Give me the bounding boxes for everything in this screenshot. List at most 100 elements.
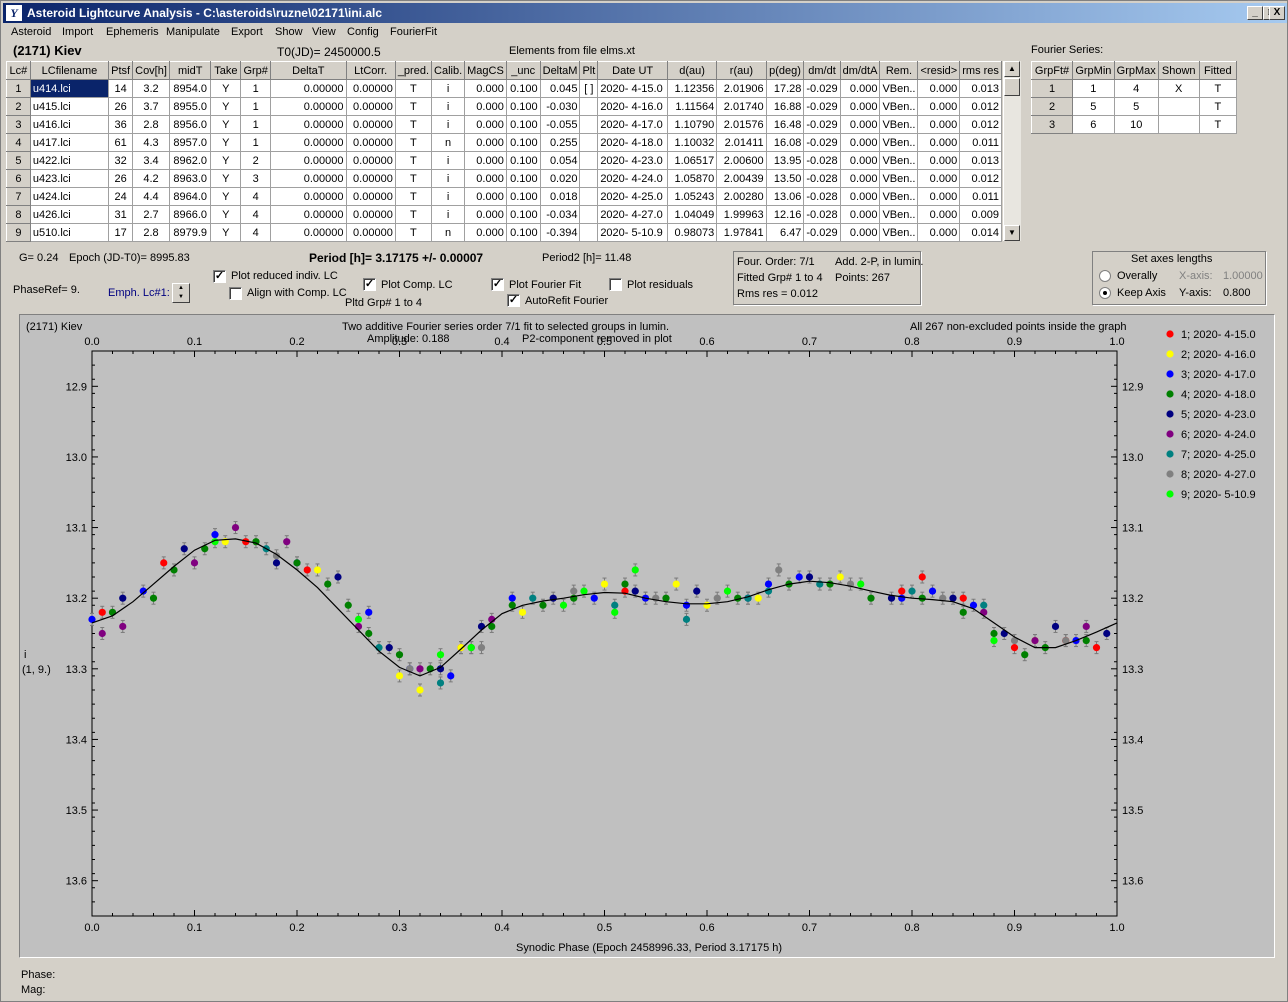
lc-cell[interactable]: -0.029 <box>803 97 841 116</box>
lc-cell[interactable]: i <box>431 79 466 98</box>
lc-cell[interactable]: T <box>394 133 433 152</box>
lc-cell[interactable]: 8962.0 <box>168 151 212 170</box>
lc-cell[interactable]: 36 <box>108 115 134 134</box>
scroll-up-arrow[interactable]: ▲ <box>1004 61 1020 77</box>
lc-cell[interactable]: 0.100 <box>505 151 541 170</box>
menu-show[interactable]: Show <box>275 26 303 38</box>
menu-fourierfit[interactable]: FourierFit <box>390 26 438 38</box>
lc-cell[interactable]: 2.01740 <box>716 97 767 116</box>
lc-cell[interactable]: 16.48 <box>765 115 805 134</box>
fourier-col-header[interactable]: Shown <box>1157 61 1200 80</box>
fourier-col-header[interactable]: Fitted <box>1198 61 1238 80</box>
row-number[interactable]: 9 <box>6 223 31 242</box>
lc-cell[interactable]: VBen.. <box>879 115 919 134</box>
lc-cell[interactable]: 1.06517 <box>666 151 718 170</box>
lc-cell[interactable]: 31 <box>108 205 134 224</box>
lc-cell[interactable]: 0.000 <box>839 187 881 206</box>
lc-cell[interactable]: 8954.0 <box>168 79 212 98</box>
lc-cell[interactable]: 1.10032 <box>666 133 718 152</box>
lc-cell[interactable] <box>579 223 599 242</box>
lc-cell[interactable]: VBen.. <box>879 223 919 242</box>
lc-cell[interactable]: 32 <box>108 151 134 170</box>
lc-cell[interactable]: 6.47 <box>765 223 805 242</box>
lc-cell[interactable]: i <box>431 205 466 224</box>
lc-cell[interactable] <box>579 187 599 206</box>
fourier-col-header[interactable]: GrpMax <box>1113 61 1159 80</box>
lc-cell[interactable]: 0.009 <box>959 205 1002 224</box>
lc-cell[interactable]: T <box>394 205 433 224</box>
lc-cell[interactable]: i <box>431 169 466 188</box>
row-number[interactable]: 3 <box>6 115 31 134</box>
row-number[interactable]: 7 <box>6 187 31 206</box>
lc-cell[interactable]: T <box>394 97 433 116</box>
lc-cell[interactable]: 1.04049 <box>666 205 718 224</box>
row-number[interactable]: 1 <box>6 79 31 98</box>
lc-cell[interactable]: 0.000 <box>917 115 961 134</box>
align-comp-checkbox[interactable] <box>229 287 242 300</box>
lc-cell[interactable]: 0.100 <box>505 169 541 188</box>
lc-cell[interactable]: 0.000 <box>464 79 507 98</box>
lc-cell[interactable]: 0.00000 <box>270 115 347 134</box>
lc-cell[interactable]: 0.000 <box>917 151 961 170</box>
lc-cell[interactable]: 2.01411 <box>716 133 767 152</box>
lc-cell[interactable]: 0.000 <box>839 151 881 170</box>
lc-cell[interactable]: 0.054 <box>539 151 581 170</box>
fourier-cell[interactable]: 3 <box>1030 115 1074 134</box>
lc-cell[interactable]: -0.030 <box>539 97 581 116</box>
lc-cell[interactable]: 0.000 <box>917 223 961 242</box>
lc-cell[interactable]: 0.014 <box>959 223 1002 242</box>
menu-view[interactable]: View <box>312 26 336 38</box>
lc-cell[interactable]: VBen.. <box>879 151 919 170</box>
lc-col-header[interactable]: Grp# <box>240 61 272 80</box>
lc-cell[interactable]: 0.00000 <box>270 223 347 242</box>
yaxis-input[interactable]: 0.800 <box>1223 287 1251 299</box>
lc-cell[interactable]: 2.7 <box>132 205 170 224</box>
lc-col-header[interactable]: <resid> <box>917 61 961 80</box>
lc-cell[interactable]: 0.00000 <box>345 133 396 152</box>
lc-cell[interactable]: 0.018 <box>539 187 581 206</box>
lc-cell[interactable]: T <box>394 79 433 98</box>
lc-col-header[interactable]: midT <box>168 61 212 80</box>
lc-cell[interactable]: -0.029 <box>803 115 841 134</box>
lc-cell[interactable]: 1.05243 <box>666 187 718 206</box>
lc-cell[interactable]: 0.000 <box>464 169 507 188</box>
lc-cell[interactable]: Y <box>210 133 242 152</box>
lc-cell[interactable]: 0.100 <box>505 205 541 224</box>
lc-cell[interactable]: 17.28 <box>765 79 805 98</box>
lc-cell[interactable]: 4.4 <box>132 187 170 206</box>
lc-cell[interactable]: 0.000 <box>839 169 881 188</box>
lc-cell[interactable]: 0.020 <box>539 169 581 188</box>
lc-cell[interactable]: T <box>394 169 433 188</box>
lc-cell[interactable]: 0.100 <box>505 133 541 152</box>
fourier-table-row[interactable]: 3 6 10 T <box>1030 115 1238 134</box>
plot-comp-checkbox[interactable]: ✓ <box>363 278 376 291</box>
fourier-col-header[interactable]: GrpMin <box>1072 61 1115 80</box>
lc-cell[interactable]: 1.99963 <box>716 205 767 224</box>
lc-cell[interactable]: 8964.0 <box>168 187 212 206</box>
lc-col-header[interactable]: r(au) <box>716 61 767 80</box>
lc-cell[interactable]: T <box>394 223 433 242</box>
lc-col-header[interactable]: Date UT <box>597 61 668 80</box>
fourier-cell[interactable]: 10 <box>1113 115 1159 134</box>
lc-cell[interactable]: -0.028 <box>803 151 841 170</box>
lc-cell[interactable]: 0.00000 <box>345 151 396 170</box>
lc-cell[interactable]: 0.00000 <box>270 97 347 116</box>
fourier-cell[interactable] <box>1157 115 1200 134</box>
lc-cell[interactable]: 13.06 <box>765 187 805 206</box>
lc-cell[interactable]: 0.00000 <box>345 115 396 134</box>
lc-cell[interactable]: 0.013 <box>959 79 1002 98</box>
plot-fourier-checkbox[interactable]: ✓ <box>491 278 504 291</box>
lc-cell[interactable]: 0.011 <box>959 133 1002 152</box>
lc-cell[interactable]: 2.8 <box>132 115 170 134</box>
lc-cell[interactable]: 2020- 4-16.0 <box>597 97 668 116</box>
lc-cell[interactable]: 0.000 <box>464 133 507 152</box>
lc-cell[interactable]: 1 <box>240 133 272 152</box>
lc-cell[interactable]: 0.012 <box>959 169 1002 188</box>
fourier-col-header[interactable]: GrpFt# <box>1030 61 1074 80</box>
lc-cell[interactable]: 0.000 <box>839 133 881 152</box>
lc-cell[interactable]: 1 <box>240 115 272 134</box>
lc-col-header[interactable]: DeltaM <box>539 61 581 80</box>
lc-cell[interactable]: 0.000 <box>917 79 961 98</box>
lc-cell[interactable]: -0.394 <box>539 223 581 242</box>
